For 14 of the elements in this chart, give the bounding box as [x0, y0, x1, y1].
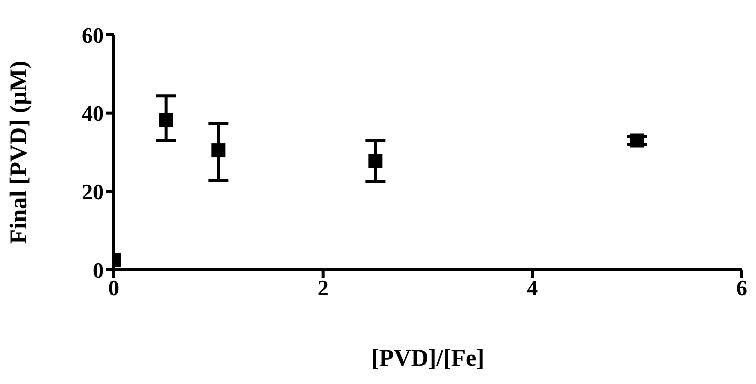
point	[368, 154, 383, 168]
x-tick-label: 4	[527, 276, 538, 301]
point	[630, 134, 644, 148]
y-axis-title: Final [PVD] (µM)	[6, 60, 33, 244]
point	[212, 144, 226, 158]
x-tick-label: 2	[318, 276, 329, 301]
y-tick-label: 20	[82, 179, 104, 204]
point	[159, 112, 174, 127]
x-tick-label: 0	[108, 276, 120, 301]
y-tick-label: 0	[93, 258, 104, 283]
x-axis-title: [PVD]/[Fe]	[371, 346, 485, 372]
x-tick-label: 6	[736, 276, 748, 301]
y-tick-label: 40	[82, 101, 104, 126]
y-tick-label: 60	[82, 22, 104, 48]
